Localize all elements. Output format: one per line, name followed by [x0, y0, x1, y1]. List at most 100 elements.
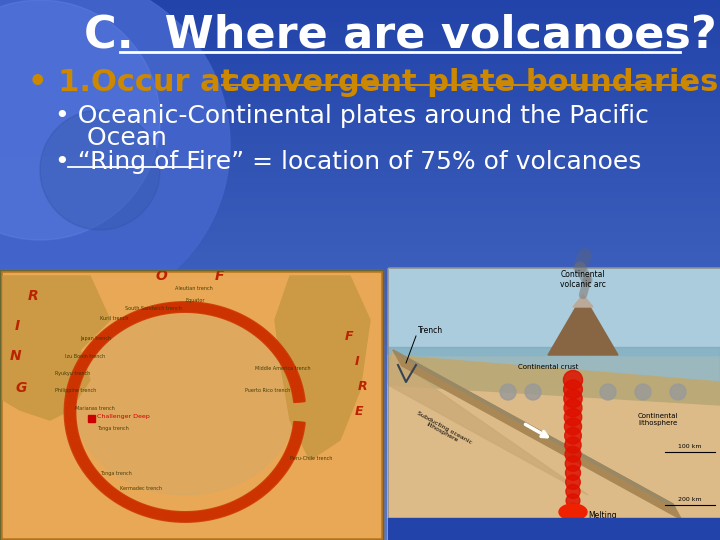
Bar — [0, 519, 720, 526]
Polygon shape — [388, 350, 588, 495]
Ellipse shape — [75, 315, 295, 495]
Bar — [0, 127, 720, 135]
Bar — [0, 181, 720, 189]
Text: Melting: Melting — [589, 510, 617, 519]
Bar — [0, 411, 720, 418]
Text: convergent plate boundaries: convergent plate boundaries — [222, 68, 719, 97]
Text: Trench: Trench — [418, 326, 443, 335]
Bar — [0, 208, 720, 216]
Bar — [0, 80, 720, 87]
Text: Japan trench: Japan trench — [80, 336, 111, 341]
Bar — [388, 268, 720, 540]
Bar — [0, 0, 720, 6]
Bar — [0, 498, 720, 507]
Bar — [0, 270, 383, 540]
Bar — [0, 269, 720, 276]
Text: F: F — [215, 269, 225, 283]
Circle shape — [500, 384, 516, 400]
Text: Continental
lithosphere: Continental lithosphere — [638, 414, 678, 427]
Bar — [88, 415, 95, 422]
Circle shape — [0, 0, 160, 240]
Bar — [0, 525, 720, 534]
Circle shape — [564, 399, 582, 417]
Text: C.  Where are volcanoes?: C. Where are volcanoes? — [84, 13, 716, 56]
Text: I: I — [355, 355, 359, 368]
Text: Puerto Rico trench: Puerto Rico trench — [245, 388, 290, 393]
Bar — [0, 357, 720, 364]
Text: • “Ring of Fire” = location of 75% of volcanoes: • “Ring of Fire” = location of 75% of vo… — [55, 150, 642, 174]
Bar — [0, 492, 720, 500]
Text: • 1.Occur at: • 1.Occur at — [28, 68, 246, 97]
Circle shape — [565, 465, 580, 481]
Bar — [0, 46, 720, 54]
Bar — [0, 458, 720, 465]
Ellipse shape — [559, 504, 587, 520]
Bar — [0, 107, 720, 115]
Text: Ocean: Ocean — [55, 126, 167, 150]
Bar — [0, 100, 720, 108]
Bar — [0, 201, 720, 209]
Text: G: G — [15, 381, 27, 395]
Bar — [0, 60, 720, 68]
Text: O: O — [155, 269, 167, 283]
Text: Middle America trench: Middle America trench — [255, 366, 310, 371]
Circle shape — [635, 384, 651, 400]
Bar — [0, 316, 720, 324]
Bar — [0, 478, 720, 486]
Bar — [0, 370, 720, 378]
Bar — [0, 390, 720, 399]
Bar — [0, 431, 720, 438]
Bar — [0, 377, 720, 384]
Text: Challenger Deep: Challenger Deep — [97, 414, 150, 419]
Text: Equator: Equator — [185, 298, 204, 303]
Bar — [0, 6, 720, 14]
Bar — [0, 114, 720, 122]
Bar — [0, 147, 720, 156]
Bar — [0, 350, 720, 357]
Bar — [0, 120, 720, 128]
Circle shape — [564, 427, 581, 444]
Bar — [0, 424, 720, 432]
Circle shape — [564, 389, 582, 408]
Bar — [0, 33, 720, 40]
Bar — [0, 141, 720, 148]
Bar — [0, 330, 720, 338]
Bar — [0, 309, 720, 317]
Text: Marianas trench: Marianas trench — [75, 406, 114, 411]
Circle shape — [564, 380, 582, 399]
Text: Tonga trench: Tonga trench — [97, 426, 129, 431]
Text: R: R — [358, 380, 368, 393]
Polygon shape — [548, 295, 618, 355]
Bar — [0, 134, 720, 141]
Circle shape — [40, 110, 160, 230]
Text: Kuril trench: Kuril trench — [100, 316, 128, 321]
Bar — [0, 249, 720, 256]
Circle shape — [566, 475, 580, 489]
Bar — [0, 73, 720, 81]
Circle shape — [525, 384, 541, 400]
Bar — [0, 235, 720, 243]
Text: 100 km: 100 km — [678, 444, 702, 449]
Bar — [0, 270, 383, 540]
Bar — [0, 66, 720, 74]
Circle shape — [566, 484, 580, 498]
Polygon shape — [393, 350, 682, 520]
Text: Tonga trench: Tonga trench — [100, 471, 132, 476]
Text: Izu Bonin trench: Izu Bonin trench — [65, 354, 105, 359]
Text: R: R — [28, 289, 39, 303]
Bar — [0, 282, 720, 291]
Text: F: F — [345, 330, 354, 343]
Text: Philippine trench: Philippine trench — [55, 388, 96, 393]
Circle shape — [564, 418, 582, 435]
Text: Subducting oceanic
lithosphere: Subducting oceanic lithosphere — [413, 410, 473, 450]
Bar — [0, 384, 720, 392]
Text: E: E — [355, 405, 364, 418]
Text: Peru-Chile trench: Peru-Chile trench — [290, 456, 333, 461]
Bar — [0, 336, 720, 345]
Bar — [0, 276, 720, 284]
Text: N: N — [10, 349, 22, 363]
Bar — [388, 268, 720, 355]
Bar — [0, 444, 720, 453]
Bar — [0, 195, 720, 202]
Bar — [0, 93, 720, 102]
